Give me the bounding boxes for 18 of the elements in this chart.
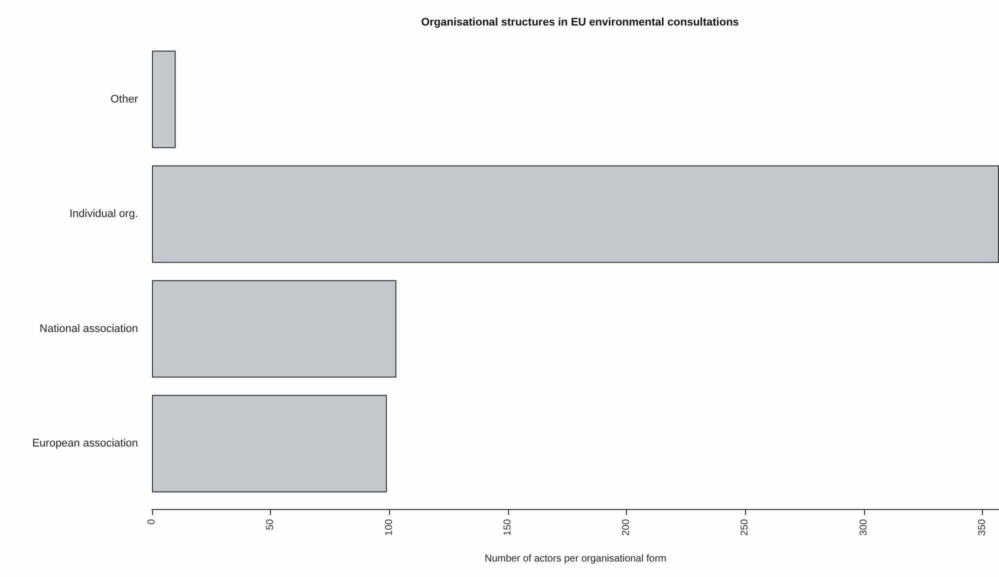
x-axis-title: Number of actors per organisational form	[484, 554, 666, 564]
x-tick-label: 300	[858, 518, 870, 536]
x-tick-label: 350	[976, 518, 988, 536]
y-tick-label: Individual org.	[70, 208, 138, 220]
text: Organisational structures in EU environmental consultations	[421, 16, 739, 28]
x-tick-label: 100	[384, 518, 395, 536]
y-tick-label: European association	[32, 438, 138, 450]
x-tick-label: 250	[740, 518, 751, 536]
bar	[152, 50, 176, 148]
bar	[152, 394, 387, 492]
x-tick-label: 150	[502, 518, 514, 536]
x-tick-label: 50	[265, 518, 276, 530]
y-tick-label: Other	[110, 93, 138, 106]
bar	[152, 280, 396, 378]
bar	[152, 165, 999, 263]
y-tick-label: National association	[40, 322, 138, 335]
x-tick-label: 200	[621, 518, 632, 536]
x-tick-label: 0	[146, 518, 158, 525]
